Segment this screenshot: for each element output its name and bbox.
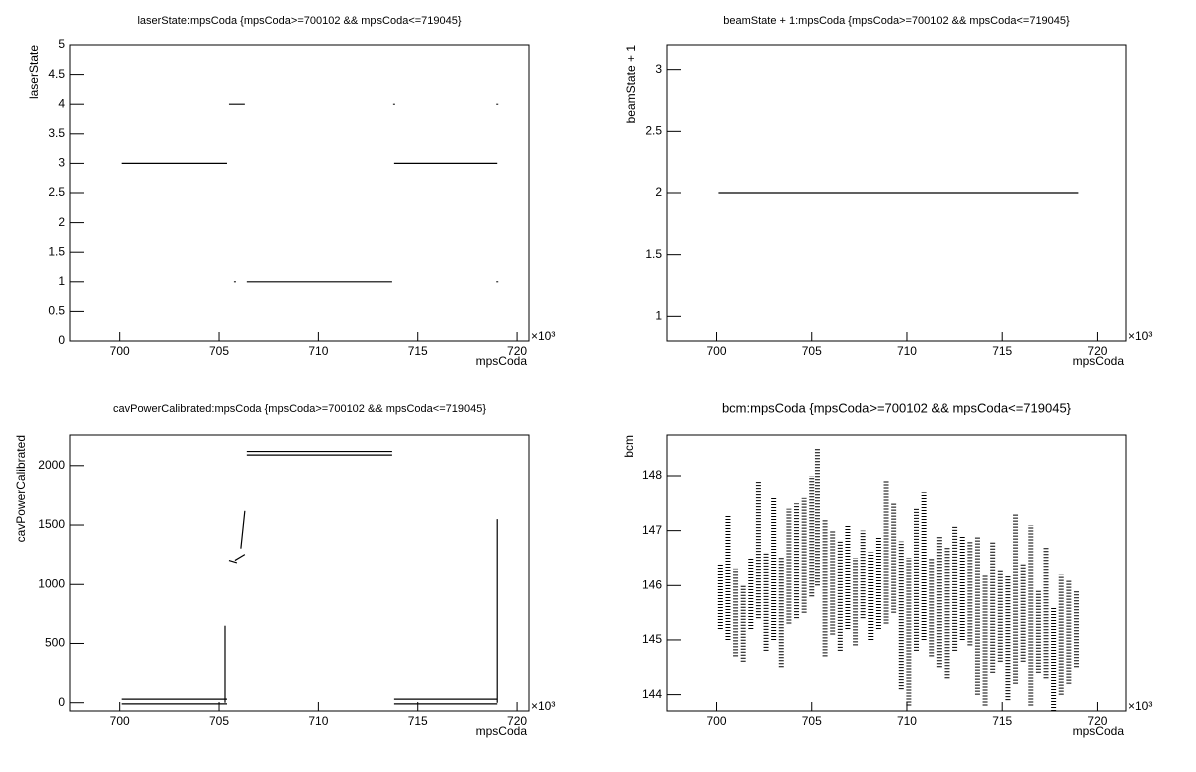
plot-panel: beamState + 1:mpsCoda {mpsCoda>=700102 &… [624, 15, 1152, 368]
data-point [233, 281, 236, 283]
y-tick-label: 1500 [38, 517, 65, 531]
y-tick-label: 0 [58, 333, 65, 347]
data-point [392, 103, 395, 105]
y-axis-label: bcm [622, 435, 636, 458]
y-tick-label: 2000 [38, 458, 65, 472]
x-tick-label: 700 [110, 714, 130, 728]
y-tick-label: 2.5 [48, 185, 65, 199]
x-multiplier: ×10³ [531, 329, 555, 343]
x-tick-label: 720 [507, 714, 527, 728]
y-axis-label: cavPowerCalibrated [14, 435, 28, 542]
plot-panel: cavPowerCalibrated:mpsCoda {mpsCoda>=700… [14, 403, 555, 738]
plot-frame [666, 434, 1127, 712]
y-tick-label: 1 [655, 309, 662, 323]
x-tick-label: 710 [897, 344, 917, 358]
x-tick-label: 715 [992, 344, 1012, 358]
chart-title: cavPowerCalibrated:mpsCoda {mpsCoda>=700… [113, 403, 486, 415]
x-axis-label: mpsCoda [1073, 354, 1125, 368]
x-tick-label: 710 [897, 714, 917, 728]
y-tick-label: 4 [58, 96, 65, 110]
y-tick-label: 2 [58, 215, 65, 229]
x-multiplier: ×10³ [1128, 699, 1152, 713]
plot-frame [69, 434, 530, 712]
plot-panel: laserState:mpsCoda {mpsCoda>=700102 && m… [27, 15, 555, 368]
y-tick-label: 3 [58, 156, 65, 170]
y-tick-label: 1000 [38, 576, 65, 590]
y-tick-label: 1.5 [48, 244, 65, 258]
y-tick-label: 144 [642, 687, 662, 701]
x-tick-label: 705 [802, 344, 822, 358]
y-tick-label: 0.5 [48, 304, 65, 318]
x-tick-label: 715 [408, 714, 428, 728]
y-axis-label: beamState + 1 [624, 45, 638, 124]
x-tick-label: 705 [802, 714, 822, 728]
y-tick-label: 147 [642, 523, 662, 537]
chart-title: bcm:mpsCoda {mpsCoda>=700102 && mpsCoda<… [722, 400, 1072, 415]
x-tick-label: 705 [209, 344, 229, 358]
chart-title: beamState + 1:mpsCoda {mpsCoda>=700102 &… [723, 15, 1070, 27]
y-tick-label: 500 [45, 636, 65, 650]
x-tick-label: 720 [507, 344, 527, 358]
x-tick-label: 705 [209, 714, 229, 728]
x-tick-label: 700 [707, 344, 727, 358]
y-tick-label: 2 [655, 185, 662, 199]
y-axis-label: laserState [27, 45, 41, 99]
x-multiplier: ×10³ [1128, 329, 1152, 343]
x-tick-label: 700 [110, 344, 130, 358]
y-tick-label: 148 [642, 468, 662, 482]
y-tick-label: 2.5 [645, 124, 662, 138]
y-tick-label: 0 [58, 695, 65, 709]
x-tick-label: 715 [992, 714, 1012, 728]
y-tick-label: 146 [642, 577, 662, 591]
x-axis-label: mpsCoda [1073, 724, 1125, 738]
x-tick-label: 710 [308, 344, 328, 358]
x-tick-label: 720 [1087, 714, 1107, 728]
data-points [240, 510, 246, 549]
x-axis-label: mpsCoda [476, 354, 528, 368]
x-tick-label: 720 [1087, 344, 1107, 358]
data-point [496, 103, 499, 105]
y-tick-label: 1.5 [645, 247, 662, 261]
y-tick-label: 5 [58, 37, 65, 51]
x-multiplier: ×10³ [531, 699, 555, 713]
data-points [234, 554, 246, 562]
y-tick-label: 4.5 [48, 67, 65, 81]
x-tick-label: 715 [408, 344, 428, 358]
data-points [228, 559, 238, 564]
y-tick-label: 145 [642, 632, 662, 646]
y-tick-label: 1 [58, 274, 65, 288]
x-tick-label: 710 [308, 714, 328, 728]
x-tick-label: 700 [707, 714, 727, 728]
x-axis-label: mpsCoda [476, 724, 528, 738]
y-tick-label: 3 [655, 62, 662, 76]
plot-panel: bcm:mpsCoda {mpsCoda>=700102 && mpsCoda<… [622, 400, 1152, 738]
chart-title: laserState:mpsCoda {mpsCoda>=700102 && m… [137, 15, 461, 27]
plot-frame [69, 44, 530, 342]
data-point [496, 281, 499, 283]
y-tick-label: 3.5 [48, 126, 65, 140]
